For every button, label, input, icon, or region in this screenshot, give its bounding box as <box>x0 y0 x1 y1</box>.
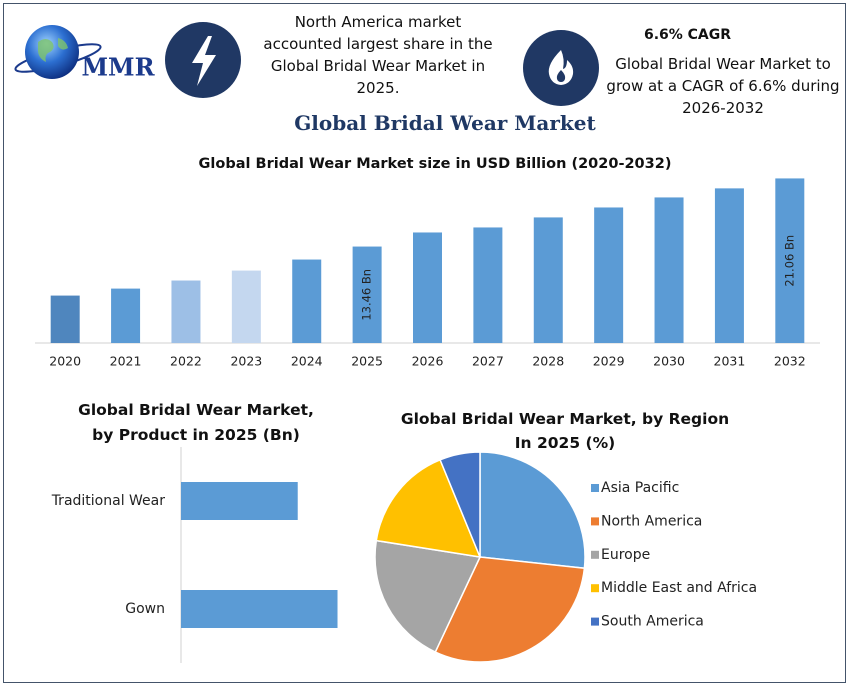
bar <box>533 217 563 343</box>
pie-slice <box>375 458 482 558</box>
legend-swatch <box>591 584 599 593</box>
legend-swatch <box>591 550 599 559</box>
bar <box>292 259 322 343</box>
y-tick-label: Gown <box>125 601 165 617</box>
x-tick-label: 2024 <box>291 354 323 369</box>
value-label: 21.06 Bn <box>782 235 796 287</box>
fact-2-title: 6.6% CAGR <box>643 27 732 43</box>
chart-title: Global Bridal Wear Market, by Region In … <box>400 410 730 452</box>
chart-title: Global Bridal Wear Market, by Product in… <box>78 401 314 444</box>
bar <box>181 482 298 520</box>
legend-label: North America <box>601 513 702 529</box>
pie-slice <box>439 451 481 558</box>
flame-icon <box>548 50 574 85</box>
bar <box>654 197 684 343</box>
chart-title: Global Bridal Wear Market size in USD Bi… <box>198 156 672 172</box>
x-tick-label: 2029 <box>593 354 625 369</box>
bar <box>50 295 80 343</box>
legend-label: Asia Pacific <box>601 480 679 496</box>
legend-label: Middle East and Africa <box>601 580 757 596</box>
x-tick-label: 2026 <box>412 354 444 369</box>
legend-swatch <box>591 517 599 526</box>
bar <box>181 590 338 628</box>
fact-1: North America market accounted largest s… <box>263 13 493 97</box>
bar <box>775 178 805 343</box>
x-tick-label: 2031 <box>714 354 746 369</box>
bar <box>714 188 744 343</box>
logo-land <box>38 38 68 62</box>
legend-swatch <box>591 617 599 626</box>
legend-label: Europe <box>601 547 650 563</box>
pie-slice <box>374 539 482 654</box>
x-tick-label: 2020 <box>49 354 81 369</box>
logo-text: MMR <box>81 53 155 82</box>
bar <box>171 280 201 343</box>
bar <box>111 288 141 343</box>
bar <box>231 270 261 343</box>
value-label: 13.46 Bn <box>360 269 374 321</box>
pie-slice <box>434 556 586 663</box>
bar <box>413 232 442 343</box>
flame-inner <box>556 70 566 82</box>
x-tick-label: 2028 <box>532 354 564 369</box>
x-tick-label: 2027 <box>472 354 504 369</box>
page-title: Global Bridal Wear Market <box>294 111 596 135</box>
legend-label: South America <box>601 614 704 630</box>
bolt-icon <box>192 36 216 86</box>
x-tick-label: 2025 <box>351 354 383 369</box>
pie-slice <box>479 451 586 570</box>
x-tick-label: 2023 <box>230 354 262 369</box>
x-tick-label: 2032 <box>774 354 806 369</box>
x-tick-label: 2022 <box>170 354 202 369</box>
bar <box>352 246 382 343</box>
logo-globe <box>25 25 79 79</box>
x-tick-label: 2021 <box>110 354 142 369</box>
border <box>3 3 846 683</box>
bar <box>594 207 624 343</box>
fact-2: Global Bridal Wear Market to grow at a C… <box>606 55 840 117</box>
y-tick-label: Traditional Wear <box>51 493 166 509</box>
x-tick-label: 2030 <box>653 354 685 369</box>
legend-swatch <box>591 484 599 492</box>
bar <box>473 227 503 343</box>
